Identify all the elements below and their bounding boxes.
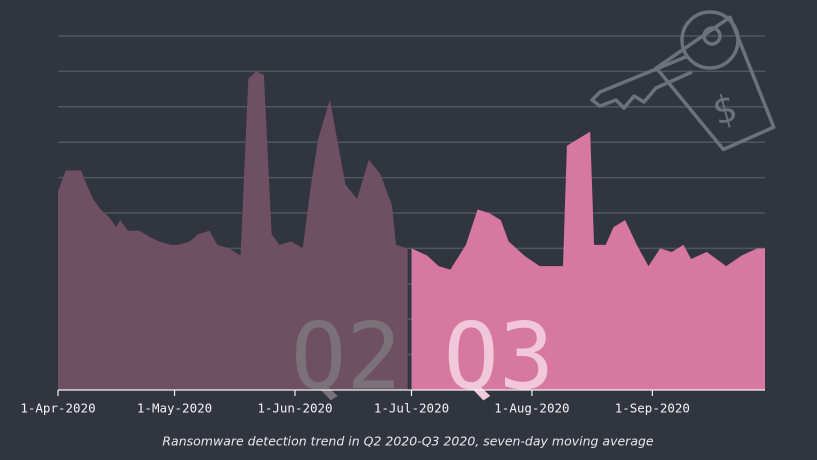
x-tick-label: 1-Jul-2020 xyxy=(374,401,449,416)
series-label: Q2 xyxy=(291,303,402,410)
area xyxy=(411,131,765,390)
x-tick-label: 1-Jun-2020 xyxy=(257,401,332,416)
areas xyxy=(58,71,765,391)
x-tick-label: 1-Sep-2020 xyxy=(615,401,690,416)
area xyxy=(58,71,408,391)
chart-title: Ransomware detection trend in Q2 2020-Q3… xyxy=(162,434,654,449)
x-tick-label: 1-Apr-2020 xyxy=(20,401,95,416)
series-label: Q3 xyxy=(444,303,555,410)
labels: Q2 Q3 1-Apr-2020 1-May-2020 1-Jun-2020 1-Jul-… xyxy=(20,303,765,416)
x-tick-label: 1-Aug-2020 xyxy=(494,401,569,416)
x-tick-label: 1-May-2020 xyxy=(137,401,212,416)
